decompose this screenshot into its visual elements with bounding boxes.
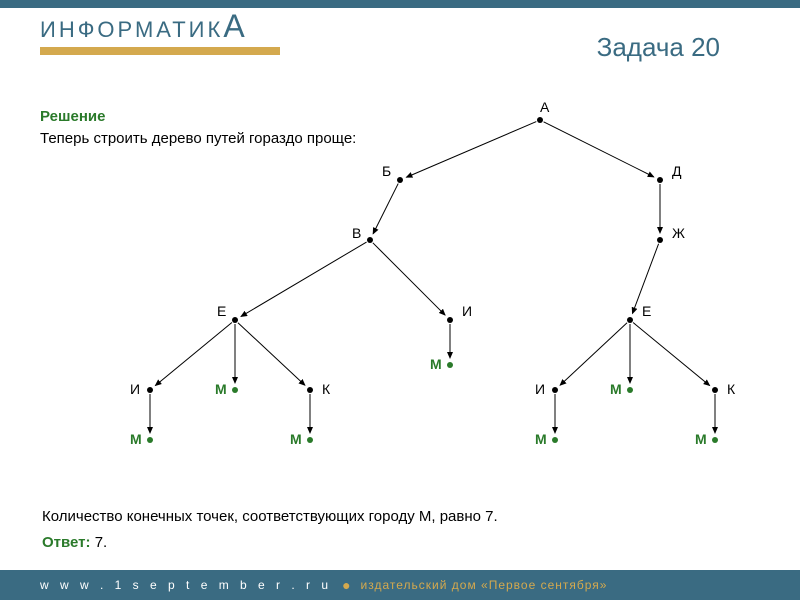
page-title: Задача 20 — [597, 32, 720, 63]
tree-node — [627, 387, 633, 393]
tree-node-label: М — [130, 431, 142, 447]
tree-node — [397, 177, 403, 183]
tree-node — [552, 437, 558, 443]
tree-node — [147, 437, 153, 443]
answer-label: Ответ: — [42, 534, 95, 551]
tree-edge — [373, 243, 445, 315]
tree-node — [657, 177, 663, 183]
logo-text: ИНФОРМАТИКА — [40, 17, 248, 42]
tree-node-label: Е — [217, 303, 226, 319]
tree-edge — [544, 122, 654, 177]
tree-node-label: М — [290, 431, 302, 447]
tree-node-label: М — [430, 356, 442, 372]
tree-node — [307, 437, 313, 443]
answer-value: 7. — [95, 534, 108, 551]
tree-node — [232, 387, 238, 393]
tree-node-label: А — [540, 100, 550, 115]
tree-node-label: М — [610, 381, 622, 397]
tree-node-label: М — [215, 381, 227, 397]
tree-edge — [373, 184, 398, 234]
path-tree-diagram: А Б Д В Ж Е И Е И М К М И М К М М М М — [0, 100, 800, 500]
tree-node — [537, 117, 543, 123]
footer-separator: ● — [342, 577, 350, 593]
logo-underline — [40, 47, 280, 55]
tree-node — [147, 387, 153, 393]
footer-url: w w w . 1 s e p t e m b e r . r u — [40, 578, 332, 592]
tree-node-label: Е — [642, 303, 651, 319]
tree-node-label: М — [695, 431, 707, 447]
tree-node-label: Ж — [672, 225, 685, 241]
logo-word: ИНФОРМАТИК — [40, 17, 223, 42]
tree-node — [367, 237, 373, 243]
tree-node-label: Д — [672, 163, 682, 179]
footer: w w w . 1 s e p t e m b e r . r u ● изда… — [0, 570, 800, 600]
tree-node-label: И — [130, 381, 140, 397]
logo: ИНФОРМАТИКА — [40, 8, 280, 55]
tree-node-label: К — [322, 381, 331, 397]
tree-node — [627, 317, 633, 323]
tree-node-label: В — [352, 225, 361, 241]
tree-node — [307, 387, 313, 393]
conclusion-text: Количество конечных точек, соответствующ… — [42, 508, 498, 525]
tree-node-label: Б — [382, 163, 391, 179]
logo-big-letter: А — [223, 8, 247, 44]
tree-node — [447, 317, 453, 323]
tree-edge — [560, 323, 627, 385]
tree-edge — [155, 323, 232, 386]
tree-node-label: К — [727, 381, 736, 397]
tree-node — [552, 387, 558, 393]
tree-node-label: И — [535, 381, 545, 397]
tree-node-label: М — [535, 431, 547, 447]
answer: Ответ: 7. — [42, 534, 107, 551]
tree-node — [232, 317, 238, 323]
footer-publisher: издательский дом «Первое сентября» — [361, 578, 608, 592]
tree-edge — [241, 242, 367, 316]
tree-node — [712, 437, 718, 443]
tree-edge — [238, 323, 305, 385]
tree-edge — [406, 122, 536, 178]
tree-node — [712, 387, 718, 393]
tree-node-label: И — [462, 303, 472, 319]
header-bar — [0, 0, 800, 8]
tree-node — [657, 237, 663, 243]
tree-edge — [633, 323, 710, 386]
tree-node — [447, 362, 453, 368]
